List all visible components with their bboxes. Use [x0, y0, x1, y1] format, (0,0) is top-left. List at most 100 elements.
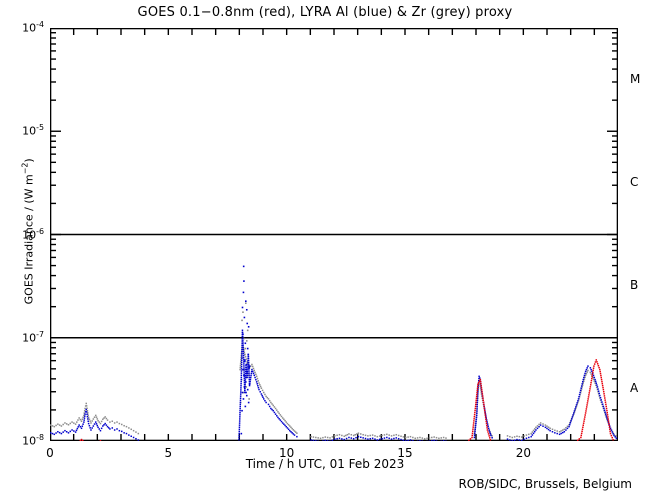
data-point	[100, 420, 103, 423]
data-point	[535, 429, 537, 431]
data-point	[281, 417, 284, 419]
data-point	[62, 431, 64, 433]
data-point	[576, 439, 579, 441]
data-point	[478, 380, 481, 382]
data-point	[84, 405, 87, 407]
data-point	[256, 377, 259, 380]
data-point	[539, 424, 542, 426]
data-point	[132, 436, 135, 439]
data-point	[480, 387, 483, 389]
data-point	[241, 348, 243, 351]
data-point	[364, 437, 367, 440]
scatter-point	[245, 376, 248, 379]
data-point	[241, 353, 243, 355]
data-point	[240, 370, 243, 372]
data-point	[580, 387, 582, 389]
data-point	[591, 374, 593, 377]
data-point	[431, 440, 433, 441]
data-point	[591, 376, 594, 379]
data-point	[239, 397, 242, 399]
data-point	[506, 435, 509, 437]
data-point	[111, 420, 114, 422]
data-point	[244, 383, 246, 385]
data-point	[244, 356, 247, 358]
scatter-point	[248, 398, 250, 400]
data-point	[546, 427, 548, 430]
series-lyra-zr-proxy-seg2	[310, 432, 447, 440]
data-point	[582, 378, 584, 381]
data-point	[128, 427, 130, 429]
data-point	[489, 432, 492, 435]
data-point	[292, 433, 295, 435]
data-point	[249, 365, 252, 367]
data-point	[388, 434, 390, 436]
data-point	[272, 404, 274, 407]
flare-class-label-C: C	[630, 174, 639, 189]
data-point	[477, 385, 480, 387]
data-point	[71, 429, 73, 431]
data-point	[265, 395, 267, 398]
data-point	[79, 439, 82, 441]
data-point	[118, 429, 121, 432]
data-point	[354, 433, 357, 436]
data-point	[98, 428, 101, 430]
data-point	[242, 348, 245, 351]
data-point	[431, 436, 433, 439]
data-point	[317, 437, 319, 439]
data-point	[240, 363, 243, 366]
data-point	[423, 437, 426, 440]
data-point	[474, 409, 476, 412]
data-point	[582, 382, 584, 384]
data-point	[261, 394, 263, 397]
data-point	[560, 432, 562, 435]
data-point	[558, 433, 561, 436]
data-point	[578, 438, 581, 440]
data-point	[57, 430, 59, 433]
data-point	[239, 399, 242, 402]
data-point	[242, 357, 245, 359]
data-point	[105, 417, 108, 420]
data-point	[130, 435, 132, 438]
data-point	[589, 388, 591, 390]
data-point	[613, 434, 615, 437]
data-point	[97, 419, 99, 422]
data-point	[244, 389, 246, 392]
data-point	[471, 434, 473, 437]
data-point	[371, 437, 374, 440]
data-point	[371, 434, 374, 436]
data-point	[257, 384, 259, 387]
data-point	[135, 431, 137, 433]
data-point	[489, 437, 491, 439]
data-point	[239, 362, 242, 365]
data-point	[551, 431, 554, 433]
data-point	[98, 421, 101, 423]
data-point	[242, 350, 245, 353]
scatter-point	[241, 409, 243, 412]
data-point	[604, 413, 607, 415]
series-lyra-eclipse-scatter	[240, 265, 251, 435]
data-point	[240, 360, 242, 363]
data-point	[270, 401, 272, 404]
data-point	[578, 396, 580, 398]
data-point	[584, 414, 586, 416]
scatter-point	[245, 381, 247, 383]
data-point	[509, 435, 511, 438]
data-point	[79, 418, 82, 421]
data-point	[285, 425, 287, 428]
y-tick-label: 10-7	[22, 329, 44, 345]
data-point	[293, 430, 296, 432]
data-point	[291, 427, 293, 430]
scatter-point	[244, 342, 247, 345]
data-point	[598, 366, 600, 369]
data-point	[475, 416, 478, 419]
x-tick-label: 10	[279, 446, 295, 460]
data-point	[243, 363, 245, 365]
data-point	[242, 346, 244, 348]
data-point	[100, 427, 103, 430]
data-point	[587, 369, 589, 372]
data-point	[65, 431, 68, 433]
data-point	[603, 407, 605, 410]
data-point	[336, 437, 338, 440]
data-point	[469, 438, 472, 440]
data-point	[85, 408, 87, 411]
